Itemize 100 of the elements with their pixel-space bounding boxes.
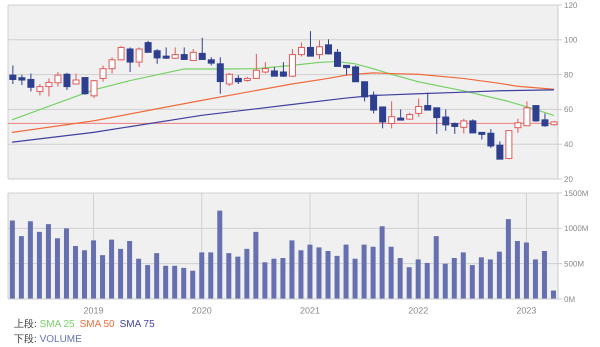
candlestick	[226, 72, 233, 86]
y-tick-label: 60	[564, 105, 574, 114]
candlestick	[270, 66, 278, 77]
bar	[514, 241, 520, 299]
bar	[496, 252, 502, 299]
candlestick	[180, 46, 188, 60]
candlestick	[108, 56, 116, 74]
candlestick	[469, 118, 476, 134]
bar	[46, 224, 51, 299]
bar	[362, 244, 367, 299]
bar	[289, 240, 294, 299]
bar	[18, 236, 24, 299]
candlestick	[415, 98, 422, 118]
candlestick	[172, 46, 179, 60]
bar	[127, 241, 132, 299]
bar	[145, 265, 150, 299]
candlestick	[460, 118, 468, 134]
bar	[28, 221, 33, 299]
candlestick	[306, 30, 314, 57]
candlestick	[216, 56, 224, 94]
candlestick	[198, 37, 206, 60]
bar	[452, 258, 457, 299]
candlestick	[361, 81, 368, 102]
candlestick	[343, 64, 350, 76]
bar	[100, 255, 106, 299]
bar	[532, 259, 538, 299]
candlestick	[136, 46, 143, 68]
bar	[253, 232, 258, 299]
bar	[352, 258, 358, 299]
text: SMA 75	[120, 319, 155, 330]
x-tick-label: 2020	[192, 305, 212, 316]
bar	[406, 267, 412, 299]
candlestick	[379, 106, 386, 129]
bar	[244, 248, 250, 299]
bar	[190, 270, 196, 299]
candlestick	[162, 46, 170, 60]
bar	[398, 258, 403, 299]
bar	[316, 247, 322, 299]
x-tick-label: 2021	[300, 305, 320, 316]
candlestick	[325, 38, 332, 56]
text: SMA 25	[40, 319, 75, 330]
bar	[226, 253, 232, 299]
candlestick	[100, 64, 107, 82]
legend-title: 上段:	[14, 319, 38, 330]
bar	[470, 265, 475, 299]
candlestick	[433, 107, 440, 134]
bar	[542, 250, 547, 299]
bar	[10, 220, 15, 299]
bar	[91, 240, 96, 299]
candlestick	[496, 140, 504, 160]
bar	[271, 258, 276, 299]
candlestick	[487, 128, 494, 149]
candlestick	[388, 100, 396, 129]
y-tick-label: 80	[564, 70, 574, 80]
y-tick-label: 40	[564, 140, 574, 150]
bar	[344, 244, 349, 299]
candlestick	[451, 122, 458, 134]
candlestick	[334, 48, 342, 67]
candlestick	[316, 40, 323, 60]
candlestick	[190, 48, 197, 62]
y-tick-label: 500M	[564, 260, 584, 269]
candlestick	[280, 62, 287, 78]
candlestick	[262, 62, 269, 74]
x-tick-label: 2023	[516, 305, 536, 316]
bar	[388, 246, 394, 299]
bar	[280, 258, 286, 299]
bar	[64, 228, 69, 299]
bar	[199, 252, 204, 299]
text: VOLUME	[40, 334, 82, 345]
bar	[380, 226, 385, 299]
candlestick	[424, 92, 432, 111]
bar	[370, 246, 376, 299]
bar	[154, 253, 160, 299]
candlestick	[18, 74, 26, 86]
bar	[217, 210, 222, 299]
candlestick	[45, 78, 52, 97]
bar	[298, 250, 304, 299]
bar	[262, 262, 268, 299]
candlestick	[72, 73, 80, 84]
bar	[54, 238, 60, 299]
bar	[82, 250, 88, 299]
bar	[460, 252, 466, 299]
bar	[72, 246, 78, 299]
legend-title: 下段:	[14, 334, 38, 345]
x-tick-label: 2022	[408, 305, 428, 316]
candlestick	[370, 90, 378, 114]
bar	[434, 236, 439, 299]
bar	[172, 266, 178, 299]
bar	[488, 259, 493, 299]
candlestick	[442, 108, 450, 132]
bar	[550, 290, 556, 299]
bar	[442, 264, 448, 299]
bar	[334, 256, 340, 299]
candlestick	[154, 48, 161, 64]
candlestick	[532, 105, 540, 122]
bar	[307, 244, 312, 299]
bar	[163, 266, 168, 299]
candlestick	[82, 77, 89, 96]
candlestick	[9, 64, 16, 84]
bar	[36, 232, 42, 299]
